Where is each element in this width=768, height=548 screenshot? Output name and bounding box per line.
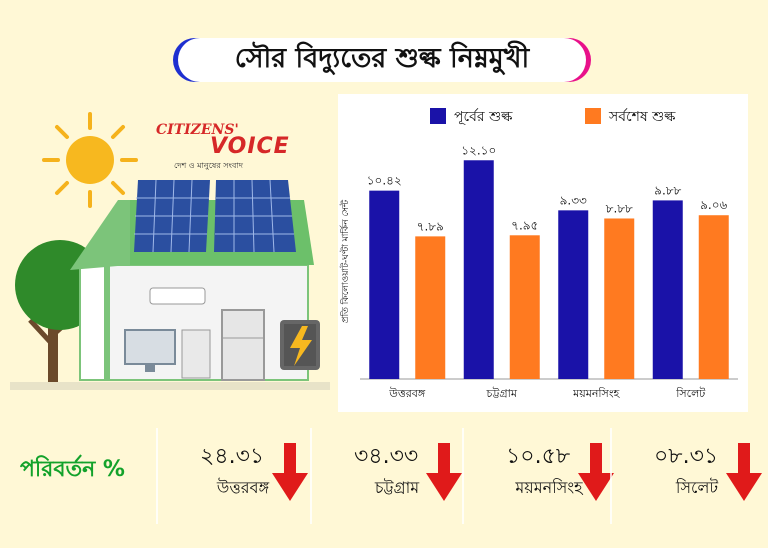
data-label-1-4: ৯.৮৮ — [654, 183, 681, 197]
down-arrow-icon — [578, 443, 614, 501]
bar-1-1 — [369, 190, 400, 379]
stat-divider — [462, 428, 464, 524]
brand-line1: CITIZENS' — [156, 122, 239, 138]
change-item: ২৪.৩১ উত্তরবঙ্গ — [164, 433, 314, 523]
lightning-icon — [280, 320, 320, 370]
solar-panel-icon — [134, 179, 296, 253]
data-label-1-3: ৯.৩৩ — [560, 193, 587, 207]
x-tick-label-1: উত্তরবঙ্গ — [388, 387, 426, 400]
bar-2-4 — [698, 215, 729, 379]
bar-1-2 — [463, 160, 494, 379]
change-region: সিলেট — [675, 478, 719, 497]
change-value: ২৪.৩১ — [200, 444, 265, 469]
down-arrow-icon — [272, 443, 308, 501]
bar-1-4 — [652, 200, 683, 379]
legend-swatch-1 — [430, 108, 446, 124]
brand-line2: VOICE — [210, 134, 290, 159]
data-label-2-1: ৭.৮৯ — [417, 219, 444, 233]
change-value: ৩৪.৩৩ — [354, 444, 419, 469]
y-axis-label: প্রতি কিলোওয়াট-ঘণ্টা মার্কিন সেন্ট — [339, 199, 351, 323]
stat-divider — [610, 428, 612, 524]
stat-divider — [310, 428, 312, 524]
page-title: সৌর বিদ্যুতের শুল্ক নিম্নমুখী — [234, 42, 530, 74]
change-region: ময়মনসিংহ — [515, 478, 583, 497]
bar-1-3 — [558, 210, 589, 379]
x-tick-label-4: সিলেট — [675, 387, 706, 400]
legend-label-1: পূর্বের শুল্ক — [454, 108, 513, 125]
down-arrow-icon — [726, 443, 762, 501]
solar-house-illustration — [10, 179, 330, 390]
bar-chart: পূর্বের শুল্ক সর্বশেষ শুল্ক প্রতি কিলোওয়া… — [339, 108, 738, 400]
chart-container: পূর্বের শুল্ক সর্বশেষ শুল্ক প্রতি কিলোওয়া… — [338, 94, 748, 412]
down-arrow-icon — [426, 443, 462, 501]
data-label-2-2: ৭.৯৫ — [511, 218, 538, 232]
bar-2-1 — [415, 236, 446, 379]
change-region: চট্টগ্রাম — [374, 478, 420, 497]
data-label-1-1: ১০.৪২ — [367, 174, 402, 188]
brand-logo: CITIZENS' VOICE দেশ ও মানুষের সংবাদ — [150, 122, 290, 172]
legend-swatch-2 — [585, 108, 601, 124]
data-label-2-3: ৮.৮৮ — [606, 201, 633, 215]
change-item: ১০.৫৮ ময়মনসিংহ — [470, 433, 620, 523]
data-label-2-4: ৯.০৬ — [700, 198, 727, 212]
change-item: ৩৪.৩৩ চট্টগ্রাম — [318, 433, 468, 523]
sun-icon — [42, 112, 138, 208]
x-tick-label-3: ময়মনসিংহ — [572, 387, 620, 400]
brand-tagline: দেশ ও মানুষের সংবাদ — [174, 161, 243, 170]
x-tick-label-2: চট্টগ্রাম — [486, 387, 518, 400]
change-value: ০৮.৩১ — [654, 444, 719, 469]
change-item: ০৮.৩১ সিলেট — [618, 433, 768, 523]
title-banner: সৌর বিদ্যুতের শুল্ক নিম্নমুখী — [178, 38, 586, 82]
bar-2-2 — [509, 235, 540, 379]
data-label-1-2: ১২.১০ — [461, 143, 496, 157]
change-label: পরিবর্তন % — [20, 457, 125, 482]
legend-label-2: সর্বশেষ শুল্ক — [608, 108, 676, 125]
change-value: ১০.৫৮ — [506, 444, 571, 469]
bar-2-3 — [604, 218, 635, 379]
stat-divider — [156, 428, 158, 524]
change-region: উত্তরবঙ্গ — [216, 478, 270, 497]
